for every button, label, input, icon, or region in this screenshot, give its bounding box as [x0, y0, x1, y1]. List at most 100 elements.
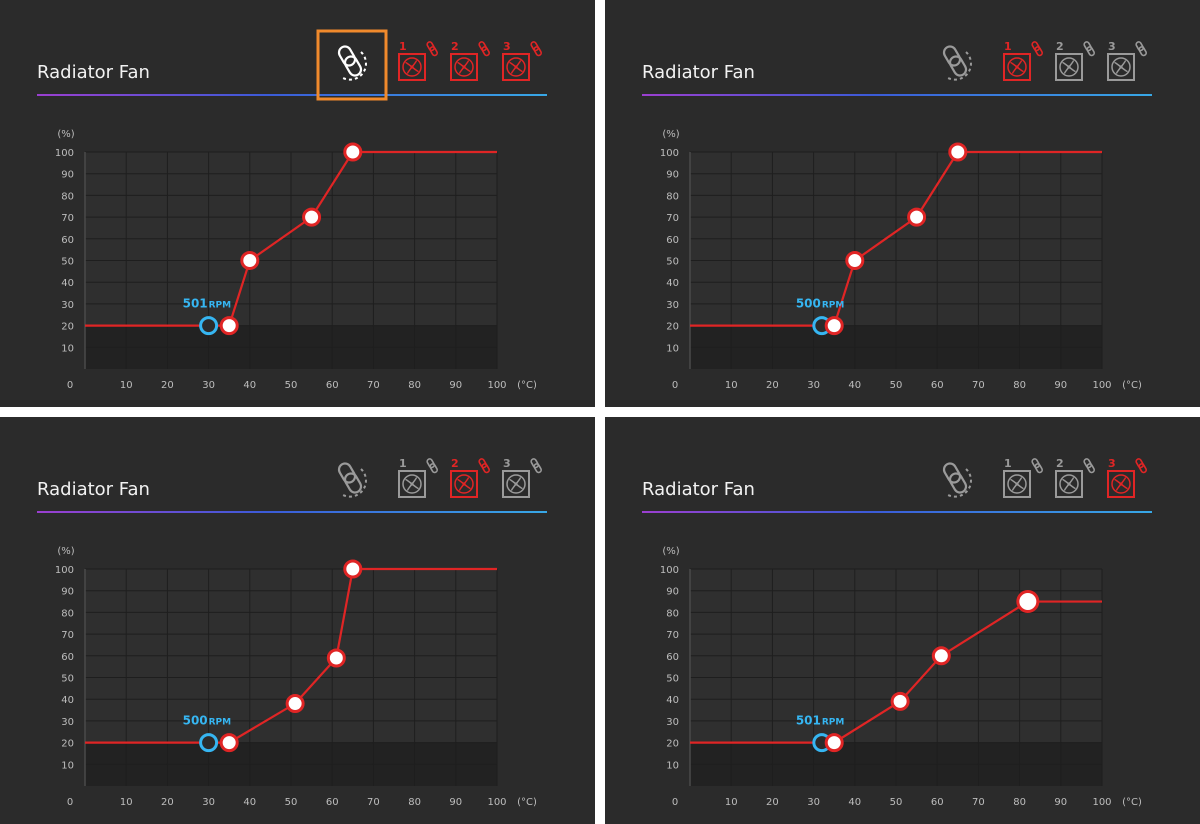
y-tick-label: 20	[666, 739, 679, 750]
curve-control-point[interactable]	[240, 251, 260, 270]
fan-curve-line	[690, 600, 1102, 744]
curve-control-point[interactable]	[948, 142, 968, 162]
fan-3-toggle[interactable]: 3	[1107, 457, 1147, 498]
x-tick-label: 20	[161, 797, 174, 808]
panel-title: Radiator Fan	[37, 62, 150, 83]
fan-link-icon	[478, 41, 490, 57]
y-tick-label: 50	[61, 257, 74, 268]
y-tick-label: 20	[666, 322, 679, 333]
link-all-fans-icon[interactable]	[942, 44, 972, 81]
x-tick-label: 40	[848, 797, 861, 808]
curve-control-point[interactable]	[845, 251, 865, 270]
y-tick-label: 70	[61, 213, 74, 224]
curve-control-point[interactable]	[890, 691, 910, 711]
y-tick-label: 90	[61, 587, 74, 598]
x-tick-label: 10	[725, 797, 738, 808]
link-all-fans-icon[interactable]	[942, 461, 972, 498]
y-tick-label: 20	[61, 739, 74, 750]
y-tick-label: 40	[666, 278, 679, 289]
y-unit-label: (%)	[57, 546, 74, 557]
y-unit-label: (%)	[662, 546, 679, 557]
fan-number-label: 1	[1004, 457, 1012, 470]
rpm-value: 500	[183, 714, 208, 728]
fan-1-toggle[interactable]: 1	[1003, 457, 1043, 498]
x-tick-label: 70	[367, 380, 380, 391]
fan-number-label: 2	[1056, 457, 1064, 470]
y-tick-label: 60	[61, 235, 74, 246]
curve-control-point[interactable]	[824, 316, 844, 336]
fan-1-toggle[interactable]: 1	[398, 40, 438, 81]
y-tick-label: 100	[660, 148, 679, 159]
curve-control-point[interactable]	[326, 648, 346, 668]
y-tick-label: 80	[61, 608, 74, 619]
curve-control-point[interactable]	[907, 207, 927, 227]
x-tick-label: 60	[931, 797, 944, 808]
link-all-fans-icon[interactable]	[337, 461, 367, 498]
y-tick-label: 40	[61, 695, 74, 706]
rpm-value: 500	[796, 297, 821, 311]
curve-control-point[interactable]	[285, 694, 305, 714]
x-tick-label: 60	[326, 797, 339, 808]
x-tick-label: 30	[807, 380, 820, 391]
curve-control-point[interactable]	[1016, 590, 1040, 614]
fan-number-label: 1	[399, 457, 407, 470]
radiator-fan-panel: Radiator Fan 1 2 3 10 20 30 40 50 60 70 80 90 100 (%)…	[0, 417, 595, 824]
fan-link-icon	[530, 458, 542, 474]
fan-number-label: 1	[399, 40, 407, 53]
chain-link-shape	[948, 55, 968, 77]
fan-3-toggle[interactable]: 3	[502, 457, 542, 498]
curve-control-point[interactable]	[931, 646, 951, 666]
x-unit-label: (°C)	[1122, 380, 1142, 391]
fan-3-toggle[interactable]: 3	[502, 40, 542, 81]
fan-icon	[502, 470, 530, 498]
x-tick-label: 90	[1054, 380, 1067, 391]
y-tick-label: 10	[61, 760, 74, 771]
fan-link-icon	[1135, 41, 1147, 57]
x-tick-label: 90	[1054, 797, 1067, 808]
fan-icon	[1107, 470, 1135, 498]
rpm-unit: RPM	[209, 718, 232, 728]
fan-2-toggle[interactable]: 2	[1055, 40, 1095, 81]
y-tick-label: 30	[666, 300, 679, 311]
fan-3-toggle[interactable]: 3	[1107, 40, 1147, 81]
x-tick-label: 10	[725, 380, 738, 391]
x-tick-label: 40	[243, 797, 256, 808]
curve-control-point[interactable]	[219, 316, 239, 336]
x-tick-label: 30	[807, 797, 820, 808]
selection-highlight	[316, 29, 388, 101]
fan-number-label: 3	[1108, 40, 1116, 53]
x-tick-label: 40	[243, 380, 256, 391]
y-tick-label: 30	[666, 717, 679, 728]
fan-link-icon	[1135, 458, 1147, 474]
fan-curve-line	[690, 150, 1102, 327]
y-tick-label: 50	[666, 257, 679, 268]
fan-2-toggle[interactable]: 2	[450, 457, 490, 498]
rpm-value: 501	[796, 714, 821, 728]
fan-number-label: 3	[503, 40, 511, 53]
y-tick-label: 100	[660, 565, 679, 576]
curve-control-point[interactable]	[219, 733, 239, 753]
radiator-fan-panel: Radiator Fan 1 2 3 10 20 30 40 50 60 70 80 90 100 (%)…	[605, 0, 1200, 407]
y-tick-label: 20	[61, 322, 74, 333]
fan-1-toggle[interactable]: 1	[398, 457, 438, 498]
y-tick-label: 90	[666, 587, 679, 598]
y-tick-label: 30	[61, 300, 74, 311]
fan-icon	[1107, 53, 1135, 81]
x-tick-label: 20	[766, 380, 779, 391]
panel-title: Radiator Fan	[37, 479, 150, 500]
fan-link-icon	[426, 458, 438, 474]
fan-2-toggle[interactable]: 2	[450, 40, 490, 81]
fan-2-toggle[interactable]: 2	[1055, 457, 1095, 498]
fan-link-icon	[478, 458, 490, 474]
x-tick-label: 20	[161, 380, 174, 391]
x-tick-label: 70	[972, 797, 985, 808]
x-tick-label: 50	[285, 797, 298, 808]
link-all-fans-icon[interactable]	[316, 29, 388, 101]
y-tick-label: 80	[61, 191, 74, 202]
curve-control-point[interactable]	[343, 559, 363, 579]
fan-1-toggle[interactable]: 1	[1003, 40, 1043, 81]
curve-control-point[interactable]	[824, 733, 844, 753]
curve-control-point[interactable]	[343, 142, 363, 162]
y-tick-label: 10	[61, 343, 74, 354]
curve-control-point[interactable]	[302, 207, 322, 227]
